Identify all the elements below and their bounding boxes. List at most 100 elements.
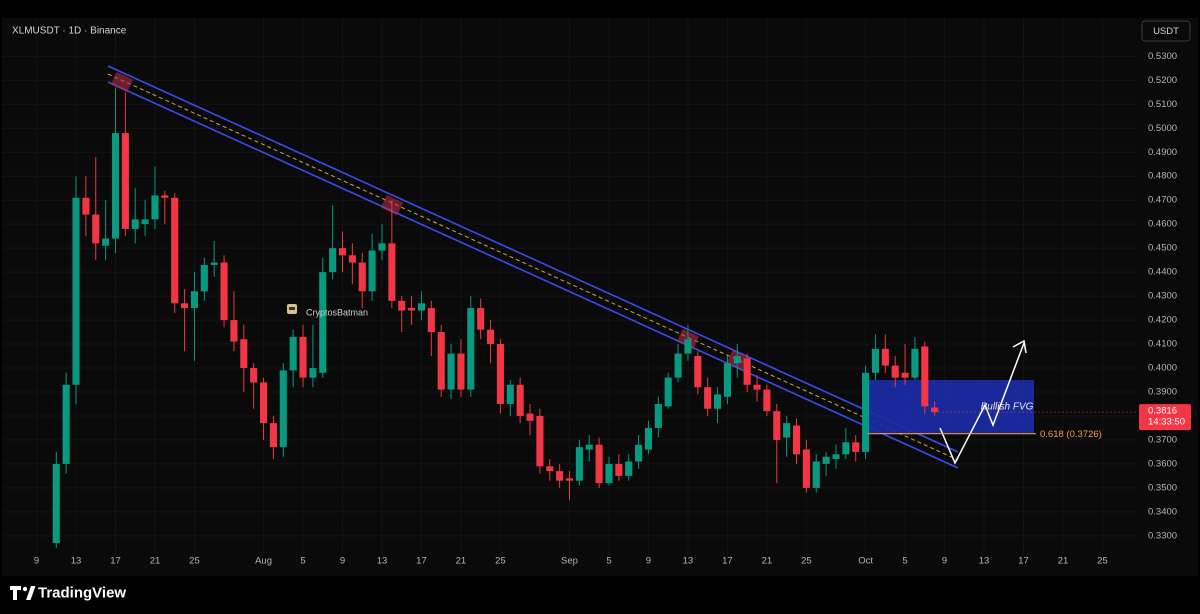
candle-body xyxy=(615,463,623,476)
x-tick-label: Sep xyxy=(561,556,578,567)
candle-body xyxy=(437,332,445,390)
candle-body xyxy=(546,466,554,472)
candle-body xyxy=(82,197,90,215)
candle-body xyxy=(250,368,258,383)
candle-body xyxy=(338,248,347,256)
candle-body xyxy=(802,449,810,488)
chart-title: XLMUSDT · 1D · Binance xyxy=(12,26,127,37)
x-tick-label: 5 xyxy=(902,556,907,567)
channel-lower xyxy=(107,81,959,469)
y-tick-label: 0.5000 xyxy=(1148,123,1177,134)
candle-body xyxy=(654,403,662,428)
x-tick-label: 5 xyxy=(606,556,611,567)
y-tick-label: 0.4700 xyxy=(1148,195,1177,206)
candle-body xyxy=(753,384,761,390)
last-price-label: 0.3816 xyxy=(1148,406,1177,417)
zone-label: Bullish FVG xyxy=(981,402,1034,413)
arrow-path xyxy=(939,342,1025,465)
candle-body xyxy=(408,308,416,311)
x-tick-label: 9 xyxy=(34,556,39,567)
candle-body xyxy=(862,372,870,452)
x-tick-label: 25 xyxy=(1097,556,1108,567)
channel xyxy=(107,65,959,469)
x-tick-label: 21 xyxy=(150,556,161,567)
candle-body xyxy=(72,197,80,385)
x-tick-label: 25 xyxy=(189,556,200,567)
x-tick-label: 13 xyxy=(377,556,388,567)
price-axis: 0.33000.34000.35000.36000.37000.38000.39… xyxy=(1139,51,1191,541)
x-tick-label: 13 xyxy=(71,556,82,567)
watermark: CryptosBatman xyxy=(287,304,368,317)
candle-body xyxy=(121,133,129,229)
x-tick-label: 17 xyxy=(416,556,427,567)
candle-body xyxy=(467,308,475,390)
candle-body xyxy=(595,444,603,484)
candle-body xyxy=(141,219,149,225)
candle-body xyxy=(842,442,850,455)
x-tick-label: Oct xyxy=(858,556,873,567)
candle-body xyxy=(348,255,356,263)
candle-body xyxy=(506,384,514,404)
candle-body xyxy=(792,425,801,455)
candle-body xyxy=(111,133,120,239)
y-tick-label: 0.4300 xyxy=(1148,291,1177,302)
projection-arrow xyxy=(939,339,1027,465)
candle-body xyxy=(921,346,929,407)
x-tick-label: 9 xyxy=(340,556,345,567)
candle-body xyxy=(536,415,544,467)
candle-body xyxy=(151,195,159,220)
candle-body xyxy=(704,387,712,409)
candle-body xyxy=(457,353,465,390)
candle-body xyxy=(92,214,100,244)
y-tick-label: 0.4400 xyxy=(1148,267,1177,278)
candle-body xyxy=(398,300,406,311)
candle-body xyxy=(52,463,60,544)
y-tick-label: 0.3500 xyxy=(1148,482,1177,493)
candle-body xyxy=(694,356,702,388)
candle-body xyxy=(605,463,613,484)
candle-body xyxy=(852,442,860,452)
candle-body xyxy=(309,368,317,378)
x-tick-label: Aug xyxy=(255,556,272,567)
candle-body xyxy=(911,348,919,378)
candle-body xyxy=(259,382,268,424)
candle-body xyxy=(388,243,396,301)
currency-label: USDT xyxy=(1153,26,1179,37)
arrow-head xyxy=(1012,339,1027,354)
candle-body xyxy=(565,478,574,481)
candle-body xyxy=(684,339,692,354)
candle-body xyxy=(299,336,307,378)
candle-body xyxy=(200,264,208,292)
y-tick-label: 0.4200 xyxy=(1148,315,1177,326)
footer: TradingView xyxy=(10,584,126,601)
candle-body xyxy=(625,461,633,476)
candle-body xyxy=(674,353,682,378)
candle-body xyxy=(881,348,889,366)
candle-body xyxy=(812,461,820,488)
x-tick-label: 25 xyxy=(495,556,506,567)
candle-body xyxy=(319,272,327,373)
candle-body xyxy=(279,370,287,448)
brand: TradingView xyxy=(38,584,126,601)
candle-body xyxy=(822,456,830,464)
candle-body xyxy=(190,291,199,309)
y-tick-label: 0.3600 xyxy=(1148,458,1177,469)
logo-part xyxy=(10,586,21,600)
watermark-icon-detail xyxy=(289,307,295,310)
fib-label: 0.618 (0.3726) xyxy=(1040,429,1102,440)
candle-body xyxy=(181,303,189,309)
x-tick-label: 25 xyxy=(801,556,812,567)
candle-body xyxy=(447,353,455,390)
grid xyxy=(2,18,1137,555)
candle-body xyxy=(171,197,179,304)
x-tick-label: 9 xyxy=(646,556,651,567)
candle-body xyxy=(635,444,643,462)
candle-body xyxy=(230,320,238,342)
y-tick-label: 0.5100 xyxy=(1148,99,1177,110)
candle-body xyxy=(723,363,731,397)
x-tick-label: 17 xyxy=(1018,556,1029,567)
candle-body xyxy=(417,303,426,311)
currency-button[interactable] xyxy=(1141,20,1191,42)
candle-body xyxy=(220,262,228,321)
candle-body xyxy=(891,365,899,378)
